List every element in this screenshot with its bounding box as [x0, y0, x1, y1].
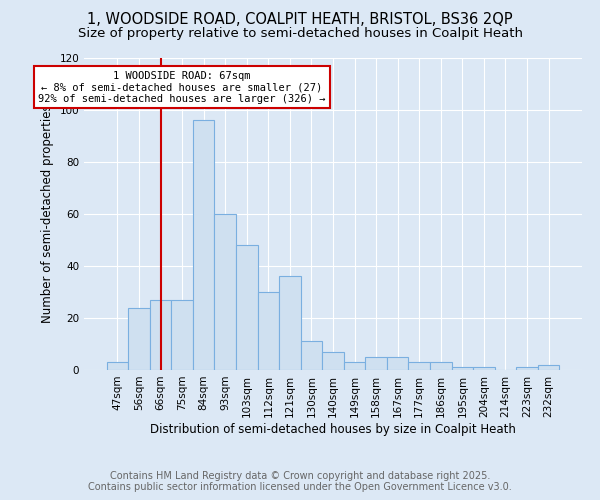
X-axis label: Distribution of semi-detached houses by size in Coalpit Heath: Distribution of semi-detached houses by … [150, 422, 516, 436]
Bar [214, 214, 236, 370]
Text: Contains HM Land Registry data © Crown copyright and database right 2025.
Contai: Contains HM Land Registry data © Crown c… [88, 471, 512, 492]
Bar [279, 276, 301, 370]
Bar [387, 357, 409, 370]
Bar [409, 362, 430, 370]
Bar [301, 342, 322, 370]
Bar [257, 292, 279, 370]
Bar [473, 368, 494, 370]
Bar [150, 300, 172, 370]
Bar [538, 365, 559, 370]
Bar [236, 245, 257, 370]
Bar [344, 362, 365, 370]
Text: 1 WOODSIDE ROAD: 67sqm
← 8% of semi-detached houses are smaller (27)
92% of semi: 1 WOODSIDE ROAD: 67sqm ← 8% of semi-deta… [38, 70, 326, 104]
Bar [107, 362, 128, 370]
Bar [452, 368, 473, 370]
Y-axis label: Number of semi-detached properties: Number of semi-detached properties [41, 104, 54, 323]
Bar [365, 357, 387, 370]
Text: Size of property relative to semi-detached houses in Coalpit Heath: Size of property relative to semi-detach… [77, 28, 523, 40]
Text: 1, WOODSIDE ROAD, COALPIT HEATH, BRISTOL, BS36 2QP: 1, WOODSIDE ROAD, COALPIT HEATH, BRISTOL… [87, 12, 513, 28]
Bar [430, 362, 452, 370]
Bar [322, 352, 344, 370]
Bar [516, 368, 538, 370]
Bar [128, 308, 150, 370]
Bar [172, 300, 193, 370]
Bar [193, 120, 214, 370]
